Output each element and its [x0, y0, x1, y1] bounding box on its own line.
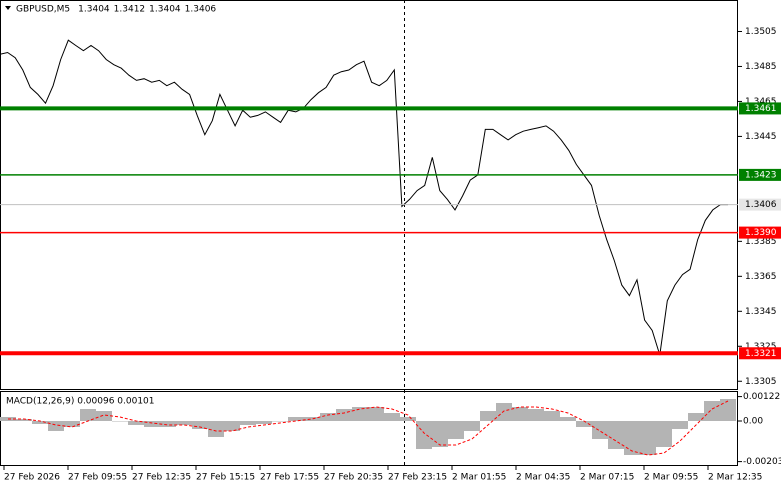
ohlc-value: 1.3404 — [78, 5, 110, 15]
macd-bar — [176, 421, 192, 425]
macd-bar — [208, 421, 224, 437]
ohlc-value: 1.3406 — [185, 5, 217, 15]
y-tick-label: 1.3325 — [745, 342, 777, 352]
macd-bar — [128, 421, 144, 425]
chart-title: GBPUSD,M5 — [16, 5, 70, 15]
current-price-box — [739, 198, 781, 211]
macd-panel-frame — [0, 391, 738, 466]
macd-bar — [144, 421, 160, 427]
macd-bar — [416, 421, 432, 449]
y-tick-label: 0.00122 — [743, 392, 780, 402]
macd-bar — [496, 403, 512, 421]
macd-bar — [608, 421, 624, 449]
x-tick-label: 2 Mar 09:55 — [644, 473, 698, 483]
macd-bar — [80, 409, 96, 421]
macd-bar — [528, 409, 544, 421]
macd-bar — [368, 407, 384, 421]
price-line — [0, 39, 728, 356]
y-tick-label: 1.3485 — [745, 62, 777, 72]
signal-line — [8, 400, 729, 456]
y-tick-label: 0.00 — [743, 417, 763, 427]
x-tick-label: 27 Feb 12:35 — [132, 473, 191, 483]
y-tick-label: -0.00203 — [743, 457, 781, 467]
macd-bar — [336, 409, 352, 421]
macd-bar — [448, 421, 464, 439]
x-tick-label: 2 Mar 07:15 — [580, 473, 634, 483]
macd-bar — [592, 421, 608, 439]
macd-bar — [672, 421, 688, 429]
macd-bar — [224, 421, 240, 431]
macd-bar — [48, 421, 64, 431]
x-tick-label: 27 Feb 23:15 — [388, 473, 447, 483]
x-tick-label: 27 Feb 20:35 — [324, 473, 383, 483]
macd-bar — [720, 399, 736, 421]
level-label: 1.3423 — [745, 170, 777, 180]
x-tick-label: 2 Mar 01:55 — [452, 473, 506, 483]
macd-bar — [704, 401, 720, 421]
y-tick-label: 1.3465 — [745, 97, 777, 107]
price-panel-frame — [0, 0, 738, 390]
macd-bar — [576, 421, 592, 427]
macd-bar — [688, 413, 704, 421]
x-tick-label: 2 Mar 12:35 — [708, 473, 762, 483]
macd-bar — [640, 421, 656, 455]
x-tick-label: 27 Feb 09:55 — [68, 473, 127, 483]
macd-bar — [64, 421, 80, 427]
y-tick-label: 1.3445 — [745, 132, 777, 142]
level-box — [739, 102, 781, 115]
x-tick-label: 27 Feb 17:55 — [260, 473, 319, 483]
macd-bar — [384, 413, 400, 421]
macd-bar — [288, 417, 304, 421]
y-tick-label: 1.3345 — [745, 307, 777, 317]
macd-bar — [16, 419, 32, 421]
level-box — [739, 226, 781, 239]
macd-bar — [400, 417, 416, 421]
macd-bar — [656, 421, 672, 447]
current-price-label: 1.3406 — [745, 200, 777, 210]
x-tick-label: 2 Mar 04:35 — [516, 473, 570, 483]
macd-bar — [240, 421, 256, 425]
macd-bar — [464, 421, 480, 431]
macd-bar — [352, 407, 368, 421]
macd-bar — [96, 411, 112, 421]
macd-bar — [272, 421, 288, 422]
macd-bar — [512, 407, 528, 421]
menu-icon — [5, 6, 11, 10]
macd-bar — [32, 421, 48, 424]
macd-bar — [560, 417, 576, 421]
macd-bar — [320, 413, 336, 421]
macd-bar — [304, 417, 320, 421]
x-tick-label: 27 Feb 2026 — [4, 473, 60, 483]
macd-bar — [432, 421, 448, 447]
y-tick-label: 1.3365 — [745, 272, 777, 282]
macd-bar — [160, 421, 176, 427]
ohlc-value: 1.3412 — [114, 5, 146, 15]
level-box — [739, 347, 781, 360]
macd-bar — [624, 421, 640, 455]
y-tick-label: 1.3505 — [745, 27, 777, 37]
level-label: 1.3321 — [745, 349, 777, 359]
y-tick-label: 1.3305 — [745, 377, 777, 387]
y-tick-label: 1.3385 — [745, 237, 777, 247]
x-tick-label: 27 Feb 15:15 — [196, 473, 255, 483]
macd-bar — [256, 421, 272, 424]
level-label: 1.3390 — [745, 228, 777, 238]
macd-bar — [544, 411, 560, 421]
macd-bar — [112, 421, 128, 422]
macd-bar — [192, 421, 208, 429]
ohlc-value: 1.3404 — [149, 5, 181, 15]
level-label: 1.3461 — [745, 104, 777, 114]
level-box — [739, 168, 781, 181]
macd-title: MACD(12,26,9) 0.00096 0.00101 — [6, 397, 155, 407]
macd-bar — [480, 411, 496, 421]
